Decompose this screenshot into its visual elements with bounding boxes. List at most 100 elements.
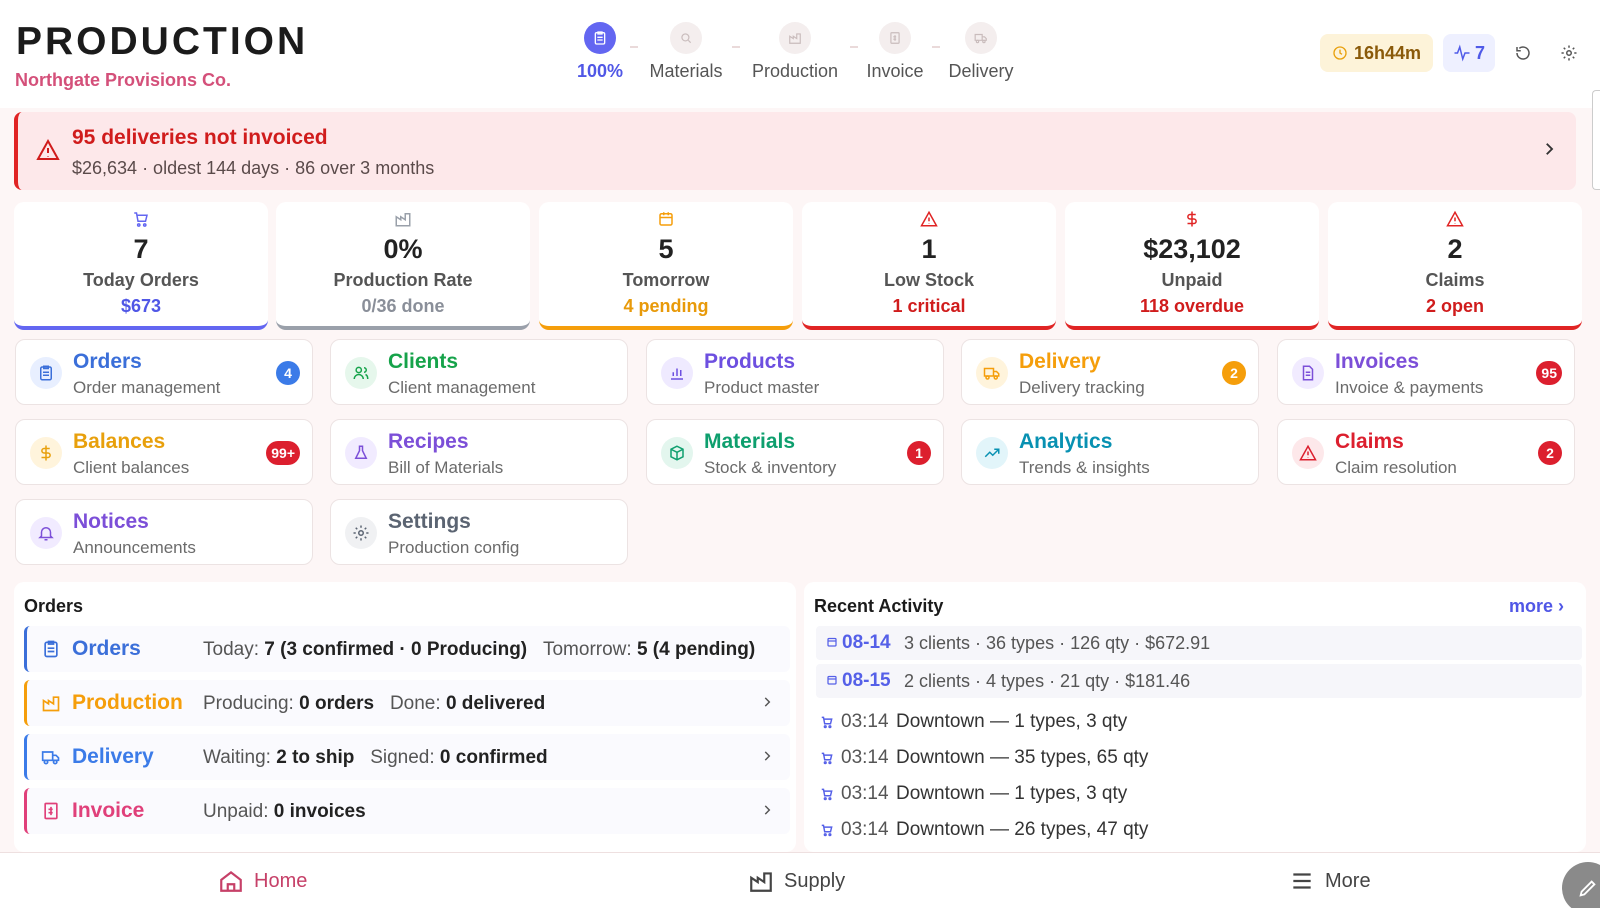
chevron-right-icon [760, 803, 774, 817]
stat-low-stock[interactable]: 1 Low Stock 1 critical [802, 202, 1056, 330]
module-badge: 95 [1536, 361, 1562, 385]
activity-summary: 3 clients · 36 types · 126 qty · $672.91 [904, 633, 1211, 653]
stat-production-rate[interactable]: 0% Production Rate 0/36 done [276, 202, 530, 330]
edit-button[interactable] [1562, 862, 1600, 908]
step-invoice[interactable]: Invoice [845, 22, 945, 82]
pipeline-name: Delivery [72, 745, 154, 768]
stat-sub: 4 pending [623, 296, 709, 316]
module-products[interactable]: Products Product master [646, 339, 944, 405]
warning-icon [36, 138, 60, 162]
calendar-icon [657, 210, 675, 228]
module-subtitle: Client management [388, 378, 536, 397]
nav-more[interactable]: More [1289, 865, 1371, 897]
module-badge: 4 [276, 361, 300, 385]
pipeline-row-delivery[interactable]: Delivery Waiting: 2 to ship Signed: 0 co… [24, 734, 790, 780]
warning-icon [1292, 437, 1324, 469]
module-clients[interactable]: Clients Client management [330, 339, 628, 405]
activity-summary: 2 clients · 4 types · 21 qty · $181.46 [904, 671, 1191, 691]
module-title: Analytics [1019, 430, 1113, 453]
stat-value: 5 [658, 234, 674, 264]
pipeline-row-production[interactable]: Production Producing: 0 orders Done: 0 d… [24, 680, 790, 726]
trend-icon [976, 437, 1008, 469]
bar-chart-icon [661, 357, 693, 389]
module-badge: 2 [1222, 361, 1246, 385]
activity-text: Downtown — 1 types, 3 qty [896, 711, 1128, 732]
timer-badge[interactable]: 16h44m [1320, 34, 1434, 72]
cart-icon [132, 210, 150, 228]
dollar-icon [1183, 210, 1201, 228]
factory-icon [394, 210, 412, 228]
alert-title: 95 deliveries not invoiced [72, 126, 328, 149]
refresh-icon [1514, 44, 1532, 62]
module-materials[interactable]: Materials Stock & inventory 1 [646, 419, 944, 485]
refresh-button[interactable] [1504, 34, 1542, 72]
module-balances[interactable]: Balances Client balances 99+ [15, 419, 313, 485]
stat-label: Low Stock [883, 270, 974, 290]
stat-tomorrow[interactable]: 5 Tomorrow 4 pending [539, 202, 793, 330]
stat-sub: 0/36 done [361, 296, 445, 316]
stat-value: 7 [133, 234, 149, 264]
factory-icon [779, 22, 811, 54]
module-title: Notices [73, 510, 149, 533]
side-drawer-handle[interactable] [1592, 90, 1600, 190]
warning-icon [920, 210, 938, 228]
activity-text: Downtown — 1 types, 3 qty [896, 783, 1128, 804]
step-materials[interactable]: Materials [636, 22, 736, 82]
calendar-icon [826, 674, 838, 686]
alert-subtitle: $26,634 · oldest 144 days · 86 over 3 mo… [72, 158, 435, 178]
activity-time: 03:14 [841, 783, 889, 804]
activity-day-row[interactable]: 08-14 3 clients · 36 types · 126 qty · $… [816, 626, 1582, 660]
module-delivery[interactable]: Delivery Delivery tracking 2 [961, 339, 1259, 405]
stat-label: Unpaid [1161, 270, 1223, 290]
activity-badge[interactable]: 7 [1443, 34, 1496, 72]
more-link[interactable]: more › [1508, 596, 1564, 616]
pencil-icon [1577, 877, 1599, 899]
stat-unpaid[interactable]: $23,102 Unpaid 118 overdue [1065, 202, 1319, 330]
module-subtitle: Product master [704, 378, 820, 397]
pipeline-row-orders[interactable]: Orders Today: 7 (3 confirmed · 0 Produci… [24, 626, 790, 672]
step-delivery[interactable]: Delivery [931, 22, 1031, 82]
activity-day-row[interactable]: 08-15 2 clients · 4 types · 21 qty · $18… [816, 664, 1582, 698]
nav-supply[interactable]: Supply [748, 865, 845, 897]
module-recipes[interactable]: Recipes Bill of Materials [330, 419, 628, 485]
home-icon [218, 868, 244, 894]
pipeline-row-invoice[interactable]: Invoice Unpaid: 0 invoices [24, 788, 790, 834]
stat-label: Tomorrow [622, 270, 710, 290]
activity-panel: Recent Activity more › 08-14 3 clients ·… [804, 582, 1586, 852]
gear-icon [345, 517, 377, 549]
stat-today-orders[interactable]: 7 Today Orders $673 [14, 202, 268, 330]
module-subtitle: Announcements [73, 538, 196, 557]
orders-panel: Orders Orders Today: 7 (3 confirmed · 0 … [14, 582, 796, 852]
module-orders[interactable]: Orders Order management 4 [15, 339, 313, 405]
stat-claims[interactable]: 2 Claims 2 open [1328, 202, 1582, 330]
clock-icon [1332, 45, 1348, 61]
step-production[interactable]: Production [745, 22, 845, 82]
pipeline-detail: Waiting: 2 to ship Signed: 0 confirmed [203, 747, 548, 768]
module-subtitle: Order management [73, 378, 221, 397]
step-progress[interactable]: 100% [550, 22, 650, 82]
activity-date: 08-15 [842, 670, 891, 691]
nav-home[interactable]: Home [218, 865, 307, 897]
settings-button[interactable] [1550, 34, 1588, 72]
module-notices[interactable]: Notices Announcements [15, 499, 313, 565]
module-settings[interactable]: Settings Production config [330, 499, 628, 565]
step-label: 100% [576, 61, 624, 81]
stat-sub: 1 critical [892, 296, 966, 316]
module-invoices[interactable]: Invoices Invoice & payments 95 [1277, 339, 1575, 405]
module-subtitle: Production config [388, 538, 520, 557]
panel-title: Recent Activity [814, 596, 944, 616]
uninvoiced-alert[interactable]: 95 deliveries not invoiced $26,634 · old… [14, 112, 1576, 190]
stat-value: $23,102 [1143, 234, 1241, 264]
module-subtitle: Claim resolution [1335, 458, 1457, 477]
module-title: Delivery [1019, 350, 1101, 373]
module-analytics[interactable]: Analytics Trends & insights [961, 419, 1259, 485]
document-icon [1292, 357, 1324, 389]
module-claims[interactable]: Claims Claim resolution 2 [1277, 419, 1575, 485]
dollar-icon [30, 437, 62, 469]
module-badge: 1 [907, 441, 931, 465]
pulse-icon [1453, 44, 1471, 62]
search-icon [670, 22, 702, 54]
module-badge: 2 [1538, 441, 1562, 465]
module-title: Settings [388, 510, 471, 533]
pipeline-name: Production [72, 691, 183, 714]
